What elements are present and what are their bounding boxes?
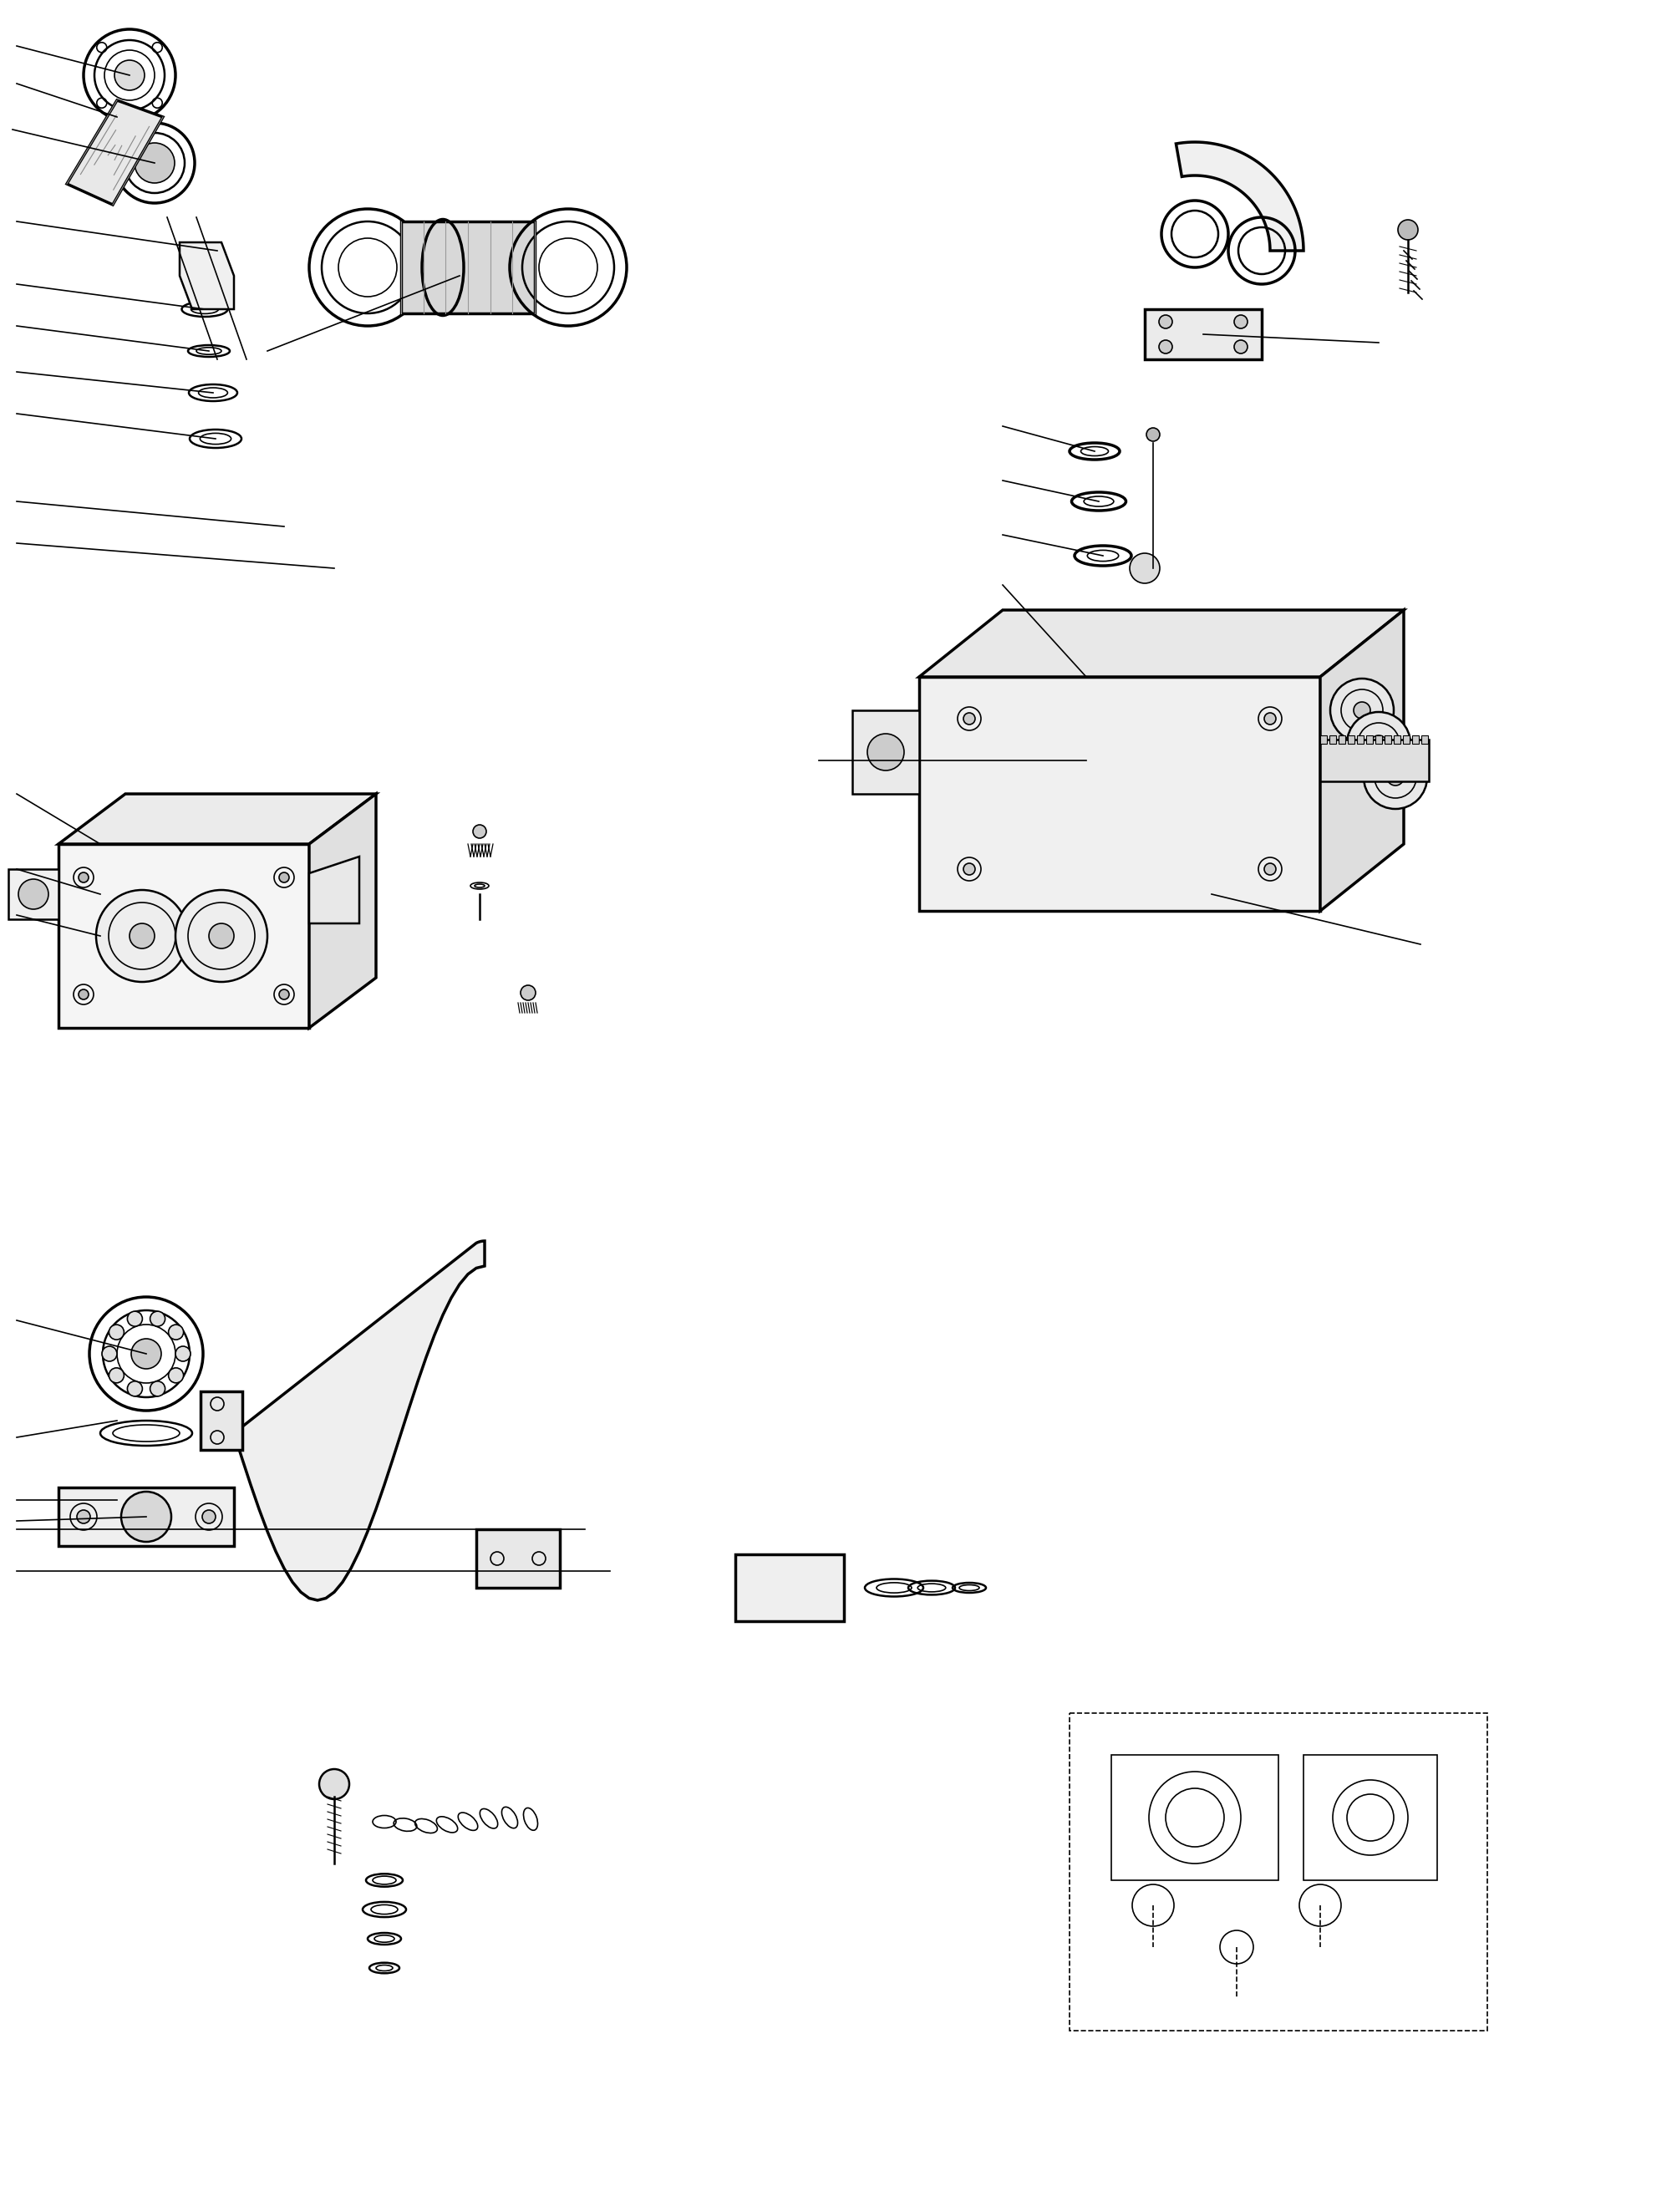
Circle shape (109, 1325, 124, 1340)
Polygon shape (67, 100, 163, 206)
Polygon shape (59, 845, 309, 1029)
Circle shape (1234, 314, 1248, 327)
Circle shape (109, 1367, 124, 1382)
Bar (1422, 734, 1429, 743)
Circle shape (319, 1770, 349, 1798)
Circle shape (963, 712, 974, 726)
Bar (1303, 1754, 1437, 1880)
Bar (1412, 734, 1419, 743)
Polygon shape (1320, 739, 1429, 781)
Circle shape (1370, 734, 1387, 752)
Circle shape (134, 144, 174, 184)
Polygon shape (852, 710, 919, 794)
Bar (1367, 734, 1373, 743)
Polygon shape (401, 221, 535, 314)
Circle shape (278, 989, 288, 1000)
Circle shape (1159, 314, 1172, 327)
Circle shape (1363, 745, 1427, 810)
Bar (1404, 734, 1410, 743)
Circle shape (1399, 219, 1419, 239)
Circle shape (1159, 341, 1172, 354)
Circle shape (127, 1380, 143, 1396)
Circle shape (176, 1347, 191, 1360)
Polygon shape (1320, 611, 1404, 911)
Circle shape (1234, 341, 1248, 354)
Circle shape (1330, 679, 1394, 741)
Polygon shape (201, 1391, 241, 1449)
Circle shape (79, 989, 89, 1000)
Circle shape (79, 872, 89, 883)
Polygon shape (919, 611, 1404, 677)
Circle shape (127, 1312, 143, 1327)
Polygon shape (59, 794, 376, 845)
Bar (1385, 734, 1392, 743)
Circle shape (168, 1325, 183, 1340)
Circle shape (129, 922, 154, 949)
Polygon shape (476, 1528, 560, 1588)
Bar (1375, 734, 1382, 743)
Circle shape (114, 60, 144, 91)
Circle shape (1264, 712, 1276, 726)
Polygon shape (59, 1486, 235, 1546)
Bar (1070, 1712, 1487, 2031)
Bar (1394, 734, 1400, 743)
Circle shape (520, 984, 535, 1000)
Circle shape (473, 825, 486, 838)
Circle shape (121, 1491, 171, 1542)
Circle shape (168, 1367, 183, 1382)
Circle shape (1264, 863, 1276, 876)
Polygon shape (735, 1555, 844, 1621)
Circle shape (1353, 701, 1370, 719)
Polygon shape (235, 1241, 485, 1599)
Bar (1357, 734, 1363, 743)
Polygon shape (919, 677, 1320, 911)
Polygon shape (1145, 310, 1261, 358)
Circle shape (1347, 712, 1410, 776)
Bar (1112, 1754, 1278, 1880)
Polygon shape (8, 869, 59, 920)
Bar (1320, 734, 1327, 743)
Circle shape (1147, 427, 1160, 440)
Circle shape (278, 872, 288, 883)
Bar (1338, 734, 1345, 743)
Bar (1330, 734, 1337, 743)
Polygon shape (179, 243, 235, 310)
Circle shape (203, 1511, 216, 1524)
Circle shape (102, 1347, 117, 1360)
Circle shape (1387, 770, 1404, 785)
Circle shape (1130, 553, 1160, 584)
Circle shape (176, 889, 267, 982)
Circle shape (149, 1380, 164, 1396)
Circle shape (963, 863, 974, 876)
Circle shape (18, 878, 49, 909)
Circle shape (210, 922, 235, 949)
Polygon shape (1176, 142, 1303, 250)
Circle shape (867, 734, 904, 770)
Circle shape (149, 1312, 164, 1327)
Bar (1348, 734, 1355, 743)
Polygon shape (309, 794, 376, 1029)
Polygon shape (309, 856, 359, 922)
Circle shape (96, 889, 188, 982)
Circle shape (131, 1338, 161, 1369)
Circle shape (77, 1511, 91, 1524)
